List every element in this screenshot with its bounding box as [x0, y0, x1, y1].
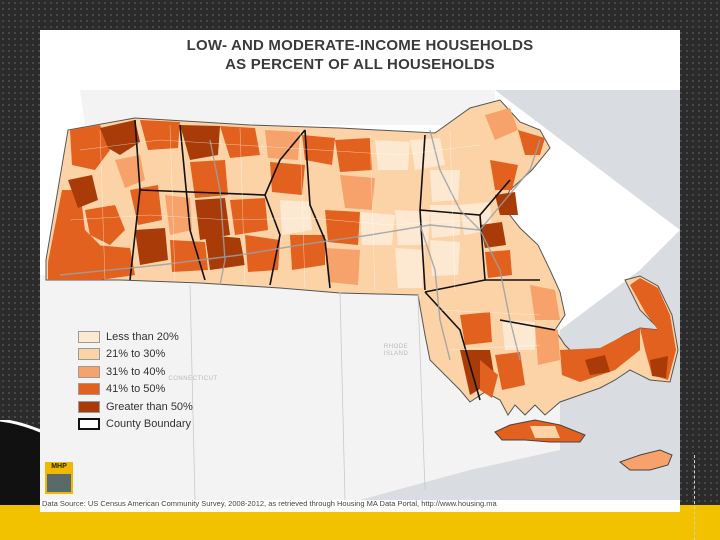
mhp-logo: MHP: [45, 462, 73, 494]
legend-label: Greater than 50%: [106, 400, 193, 413]
legend-swatch: [78, 365, 100, 378]
town-boundaries: [69, 124, 541, 351]
nantucket: [618, 449, 673, 471]
legend-label: County Boundary: [106, 418, 191, 431]
label-rhode-island: RHODE ISLAND: [383, 344, 409, 357]
map-title: LOW- AND MODERATE-INCOME HOUSEHOLDS AS P…: [40, 36, 680, 74]
legend-label: Less than 20%: [106, 330, 179, 343]
legend-item: County Boundary: [78, 416, 193, 434]
legend-item: 31% to 40%: [78, 363, 193, 381]
legend-label: 41% to 50%: [106, 383, 166, 396]
legend-swatch-county: [78, 418, 100, 431]
map-legend: Less than 20% 21% to 30% 31% to 40% 41% …: [78, 328, 193, 433]
highways: [59, 129, 541, 361]
logo-text: MHP: [51, 463, 67, 470]
map-title-line1: LOW- AND MODERATE-INCOME HOUSEHOLDS: [186, 37, 534, 54]
slide-dashed-line: [694, 455, 695, 540]
map-title-line2: AS PERCENT OF ALL HOUSEHOLDS: [225, 56, 495, 73]
legend-swatch: [78, 348, 100, 361]
choropleth-regions: [48, 108, 676, 398]
legend-label: 21% to 30%: [106, 348, 166, 361]
data-source-note: Data Source: US Census American Communit…: [42, 499, 497, 508]
logo-houses-icon: [47, 474, 71, 492]
neighboring-borders: [189, 284, 426, 501]
legend-item: Greater than 50%: [78, 398, 193, 416]
ocean-area: [340, 90, 680, 500]
massachusetts-map: [40, 30, 680, 512]
county-boundaries: [129, 119, 556, 401]
legend-swatch: [78, 330, 100, 343]
label-connecticut: CONNECTICUT: [168, 376, 218, 382]
legend-swatch: [78, 383, 100, 396]
legend-item: 41% to 50%: [78, 381, 193, 399]
legend-item: Less than 20%: [78, 328, 193, 346]
map-figure: LOW- AND MODERATE-INCOME HOUSEHOLDS AS P…: [40, 30, 680, 512]
legend-item: 21% to 30%: [78, 346, 193, 364]
legend-swatch: [78, 400, 100, 413]
legend-label: 31% to 40%: [106, 365, 166, 378]
